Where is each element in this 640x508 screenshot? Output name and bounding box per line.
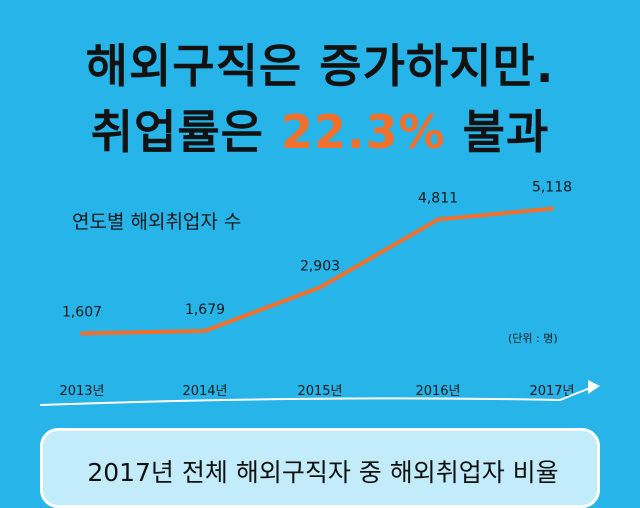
x-tick-label: 2014년: [182, 384, 227, 399]
data-label: 1,679: [185, 302, 225, 318]
data-label: 5,118: [532, 180, 572, 196]
decorative-swoosh: [39, 387, 591, 406]
data-point: [436, 217, 440, 222]
ratio-panel-text: 2017년 전체 해외구직자 중 해외취업자 비율: [87, 458, 559, 487]
headline-highlight-rate: 22.3%: [281, 105, 446, 159]
data-label: 2,903: [300, 258, 340, 274]
data-point: [550, 206, 554, 211]
ratio-panel: 2017년 전체 해외구직자 중 해외취업자 비율: [40, 428, 600, 508]
data-point: [203, 328, 207, 333]
headline-line-2: 취업률은 22.3% 불과: [0, 96, 640, 162]
headline-line-1: 해외구직은 증가하지만.: [0, 30, 640, 96]
data-label: 4,811: [418, 190, 458, 206]
x-tick-label: 2013년: [59, 384, 104, 399]
data-label: 1,607: [62, 304, 102, 320]
headline-text-1: 해외구직은 증가하지만.: [85, 39, 555, 93]
data-point: [80, 331, 84, 336]
data-point: [318, 285, 322, 290]
unit-note: (단위 : 명): [508, 332, 558, 345]
x-tick-label: 2015년: [297, 384, 342, 399]
chart-title: 연도별 해외취업자 수: [72, 211, 241, 233]
x-tick-label: 2017년: [529, 384, 574, 399]
swoosh-arrow-icon: [588, 380, 600, 394]
series-layer: 1,607 1,679 2,903 4,811 5,118: [62, 180, 572, 336]
headline-suffix: 불과: [445, 105, 550, 159]
line-chart: 연도별 해외취업자 수 (단위 : 명) 1,607 1,679 2,903 4,81…: [39, 180, 600, 406]
x-axis: 2013년 2014년 2015년 2016년 2017년: [59, 384, 574, 399]
x-tick-label: 2016년: [415, 384, 460, 399]
headline-prefix: 취업률은: [90, 105, 282, 159]
